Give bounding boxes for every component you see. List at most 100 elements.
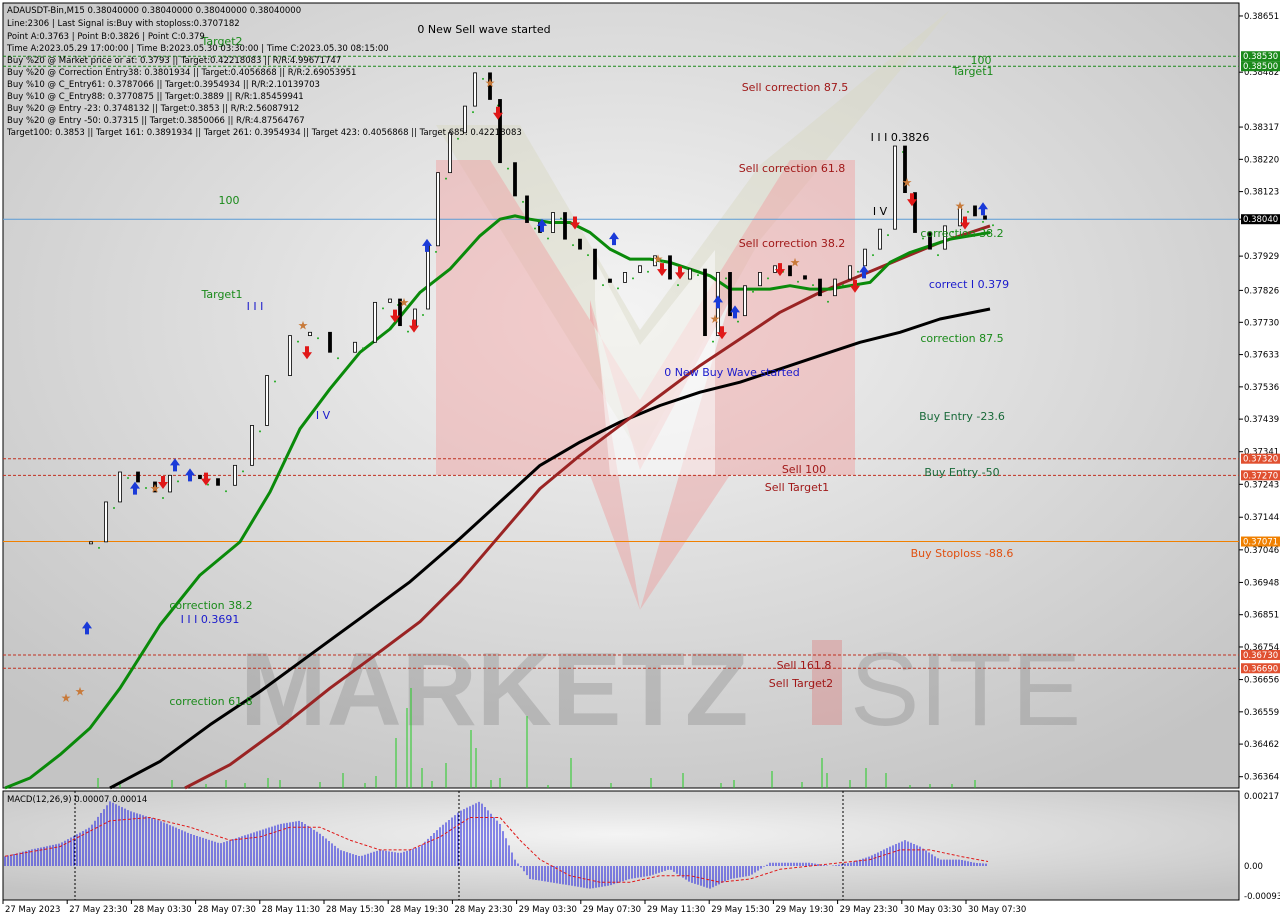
star-icon: ★ [790, 255, 801, 269]
price-level-badge-label: 0.37320 [1243, 455, 1278, 465]
price-dot [812, 284, 814, 287]
chart-annotation: correction 61.8 [169, 695, 252, 708]
candle [928, 232, 932, 250]
price-tick-label: 0.37929 [1244, 252, 1279, 262]
star-icon: ★ [298, 319, 309, 333]
macd-tick-label: 0.00217 [1244, 792, 1279, 802]
time-tick-label: 28 May 07:30 [198, 905, 256, 915]
time-tick-label: 29 May 23:30 [840, 905, 898, 915]
price-dot [534, 227, 536, 230]
candle [743, 285, 747, 317]
buy-arrow-icon [130, 481, 140, 495]
candle [818, 278, 822, 297]
candle [525, 195, 529, 223]
price-dot [857, 270, 859, 273]
sell-arrow-icon [390, 309, 400, 323]
sell-arrow-icon [657, 263, 667, 277]
buy-arrow-icon [609, 232, 619, 246]
price-dot [98, 546, 100, 549]
price-dot [362, 347, 364, 350]
sell-arrow-icon [570, 216, 580, 230]
price-level-badge [1241, 214, 1280, 225]
candle [623, 272, 627, 283]
buy-arrow-icon [713, 295, 723, 309]
info-line: Buy %20 @ Entry -23: 0.3748132 || Target… [7, 104, 299, 114]
star-icon: ★ [75, 685, 86, 699]
candle [448, 132, 452, 174]
candle [265, 375, 269, 426]
info-line: Target100: 0.3853 || Target 161: 0.38919… [6, 128, 522, 138]
star-icon: ★ [485, 76, 496, 90]
price-dot [382, 307, 384, 310]
price-level-badge-label: 0.36690 [1243, 664, 1278, 674]
price-dot [560, 217, 562, 220]
time-tick-label: 29 May 11:30 [647, 905, 705, 915]
candle [426, 245, 430, 310]
candle [488, 72, 492, 100]
price-tick-label: 0.36656 [1244, 676, 1279, 686]
chart-annotation: I I I 0.3691 [181, 613, 240, 626]
star-icon: ★ [61, 691, 72, 705]
price-dot [407, 330, 409, 333]
price-tick-label: 0.37439 [1244, 415, 1279, 425]
candle [136, 471, 140, 483]
horizontal-levels [3, 55, 1239, 669]
price-tick-label: 0.37536 [1244, 383, 1279, 393]
candle [328, 331, 332, 353]
price-level-badge-label: 0.38040 [1243, 215, 1278, 225]
price-dot [797, 280, 799, 283]
star-icon: ★ [955, 199, 966, 213]
price-tick-label: 0.36754 [1244, 643, 1279, 653]
candle [398, 298, 402, 327]
info-line: Buy %10 @ C_Entry61: 0.3787066 || Target… [7, 80, 320, 90]
sell-arrow-icon [775, 263, 785, 277]
price-dot [435, 250, 437, 253]
price-tick-label: 0.37633 [1244, 351, 1279, 361]
volume-bars [97, 688, 976, 788]
price-dot [274, 380, 276, 383]
time-tick-label: 27 May 2023 [5, 905, 60, 915]
price-dot [922, 237, 924, 240]
price-series [89, 72, 994, 549]
candle [653, 255, 657, 267]
time-tick-label: 29 May 03:30 [519, 905, 577, 915]
price-dot [737, 320, 739, 323]
time-tick-label: 28 May 23:30 [454, 905, 512, 915]
info-line: Buy %20 @ Market price or at: 0.3793 || … [7, 56, 341, 66]
price-dot [602, 284, 604, 287]
price-dot [482, 77, 484, 80]
price-dot [952, 230, 954, 233]
candle [983, 215, 987, 220]
price-level-badge [1241, 470, 1280, 481]
candle [308, 331, 312, 337]
star-icon: ★ [399, 295, 410, 309]
price-dot [317, 337, 319, 340]
chart-annotation: Buy Stoploss -88.6 [911, 547, 1014, 560]
price-level-badge [1241, 453, 1280, 464]
chart-annotation: 100 [219, 194, 240, 207]
candle [703, 268, 707, 337]
candle [833, 278, 837, 297]
candle [563, 212, 567, 240]
symbol-header: ADAUSDT-Bin,M15 0.38040000 0.38040000 0.… [7, 6, 301, 16]
price-level-badge-label: 0.37270 [1243, 471, 1278, 481]
price-tick-label: 0.37046 [1244, 546, 1279, 556]
candle [473, 72, 477, 107]
candle [551, 212, 555, 233]
sell-arrow-icon [409, 319, 419, 333]
candle [168, 474, 172, 493]
candle [758, 272, 762, 287]
buy-arrow-icon [82, 621, 92, 635]
candle [373, 301, 377, 343]
info-block: ADAUSDT-Bin,M15 0.38040000 0.38040000 0.… [6, 6, 522, 138]
chart-annotation: Sell Target1 [765, 481, 829, 494]
time-tick-label: 29 May 19:30 [775, 905, 833, 915]
price-dot [632, 277, 634, 280]
info-line: Line:2306 | Last Signal is:Buy with stop… [7, 19, 240, 29]
time-tick-label: 28 May 03:30 [133, 905, 191, 915]
sell-arrow-icon [158, 475, 168, 489]
price-dot [472, 111, 474, 114]
price-dot [445, 177, 447, 180]
candle [578, 238, 582, 250]
price-dot [982, 220, 984, 223]
